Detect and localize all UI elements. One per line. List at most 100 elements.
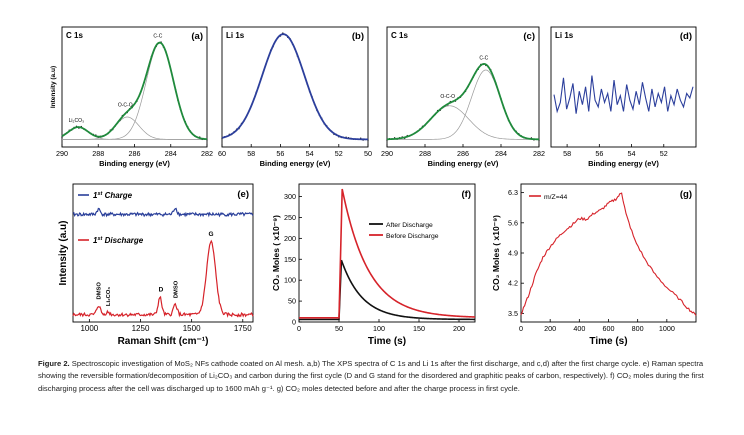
x-tick-label: 58	[563, 149, 571, 158]
peak-label: C-C	[153, 34, 162, 40]
peak-label: DMSO	[173, 280, 179, 298]
panel-label: (e)	[237, 189, 249, 200]
y-tick-label: 0	[292, 318, 296, 327]
x-axis-label: Raman Shift (cm⁻¹)	[118, 336, 209, 347]
x-tick-label: 1500	[183, 324, 201, 333]
fit-component-curve	[386, 105, 539, 140]
series-line	[299, 259, 475, 321]
x-tick-label: 56	[595, 149, 603, 158]
fit-envelope-line	[221, 33, 368, 141]
panel-label: (b)	[352, 31, 364, 42]
plot-frame	[221, 26, 369, 148]
x-tick-label: 1000	[659, 324, 675, 333]
panel-a-xps-c1s: Li₂CO₃ O-C-O C-C 290 288 286 284 282 Binding ene…	[50, 26, 213, 168]
panel-c-xps-c1s: O-C-O C-C 290 288 286 284 282 Binding energy (e…	[381, 26, 545, 168]
x-tick-label: 52	[660, 149, 668, 158]
element-label: Li 1s	[555, 31, 574, 40]
y-tick-label: 300	[284, 192, 296, 201]
caption-text: Spectroscopic investigation of MoS₂ NFs …	[38, 359, 704, 393]
legend-label: m/Z=44	[544, 194, 567, 201]
data-line	[553, 75, 694, 114]
peak-label: G	[209, 231, 214, 238]
y-axis-label: CO₂ Moles ( x10⁻⁹)	[491, 215, 501, 291]
fit-component-curve	[387, 69, 540, 140]
y-axis-label: Intensity (a.u)	[50, 66, 57, 108]
x-tick-label: 54	[306, 149, 314, 158]
y-tick-label: 6.3	[508, 188, 518, 197]
legend-label: 1st Charge	[93, 191, 133, 200]
x-tick-label: 1750	[234, 324, 252, 333]
x-tick-label: 290	[381, 149, 393, 158]
peak-label: D	[159, 287, 164, 294]
plot-frame	[520, 183, 697, 323]
y-axis-label: Intensity (a.u)	[58, 220, 69, 285]
y-tick-label: 5.6	[508, 218, 518, 227]
panel-label: (a)	[191, 31, 203, 42]
panel-label: (g)	[680, 189, 692, 200]
x-axis-label: Binding energy (eV)	[588, 159, 659, 168]
caption-figure-label: Figure 2.	[38, 359, 70, 368]
element-label: Li 1s	[226, 31, 245, 40]
x-tick-label: 100	[373, 324, 385, 333]
x-axis-label: Binding energy (eV)	[428, 159, 499, 168]
x-axis-label: Time (s)	[589, 336, 627, 347]
x-tick-label: 1000	[80, 324, 98, 333]
plot-frame	[298, 183, 476, 323]
figure-caption: Figure 2. Spectroscopic investigation of…	[38, 358, 708, 395]
x-tick-label: 58	[247, 149, 255, 158]
plot-frame	[72, 183, 254, 323]
element-label: C 1s	[391, 31, 408, 40]
series-line	[299, 188, 476, 319]
x-tick-label: 288	[92, 149, 104, 158]
y-tick-label: 100	[284, 276, 296, 285]
x-tick-label: 200	[544, 324, 556, 333]
plot-frame	[550, 26, 697, 148]
plot-frame	[386, 26, 540, 148]
x-tick-label: 400	[573, 324, 585, 333]
x-tick-label: 50	[335, 324, 343, 333]
x-tick-label: 282	[533, 149, 545, 158]
x-tick-label: 284	[495, 149, 507, 158]
x-tick-label: 200	[453, 324, 465, 333]
y-tick-label: 3.5	[508, 309, 518, 318]
y-tick-label: 4.2	[508, 279, 518, 288]
panel-label: (f)	[462, 189, 472, 200]
y-tick-label: 50	[288, 297, 296, 306]
peak-label: DMSO	[97, 282, 103, 300]
panel-f-co2-discharge: 0 50 100 150 200 250 300 0 50 100 150 200 After Disc…	[271, 183, 476, 347]
series-line	[520, 192, 697, 316]
x-tick-label: 54	[628, 149, 636, 158]
x-tick-label: 60	[218, 149, 226, 158]
peak-label: O-C-O	[440, 94, 455, 100]
peak-label: O-C-O	[118, 103, 133, 109]
y-tick-label: 4.9	[508, 249, 518, 258]
panel-b-xps-li1s: 60 58 56 54 52 50 Binding energy (eV) Li 1s (b)	[218, 26, 372, 168]
peak-label: C-C	[479, 55, 488, 61]
y-axis-label: CO₂ Moles ( x10⁻⁹)	[271, 215, 281, 291]
x-tick-label: 0	[297, 324, 301, 333]
series-line	[72, 207, 254, 218]
x-tick-label: 286	[129, 149, 141, 158]
fit-envelope-line	[61, 41, 208, 141]
x-tick-label: 56	[276, 149, 284, 158]
element-label: C 1s	[66, 31, 83, 40]
figure-panels: Li₂CO₃ O-C-O C-C 290 288 286 284 282 Binding ene…	[50, 26, 697, 347]
legend-label: 1st Discharge	[93, 236, 144, 245]
y-tick-label: 200	[284, 234, 296, 243]
legend-label: Before Discharge	[386, 233, 439, 240]
x-tick-label: 1250	[132, 324, 150, 333]
peak-label: Li₂CO₃	[106, 287, 112, 306]
x-tick-label: 284	[165, 149, 177, 158]
panel-g-co2-charge: 3.5 4.2 4.9 5.6 6.3 0 200 400 600 800 1000 m/Z=44 Ti…	[491, 183, 697, 347]
x-tick-label: 282	[201, 149, 213, 158]
series-line	[72, 239, 254, 318]
x-tick-label: 150	[413, 324, 425, 333]
x-axis-label: Time (s)	[368, 336, 406, 347]
panel-label: (d)	[680, 31, 692, 42]
x-tick-label: 286	[457, 149, 469, 158]
x-tick-label: 288	[419, 149, 431, 158]
peak-label: Li₂CO₃	[69, 118, 84, 124]
x-axis-label: Binding energy (eV)	[260, 159, 331, 168]
